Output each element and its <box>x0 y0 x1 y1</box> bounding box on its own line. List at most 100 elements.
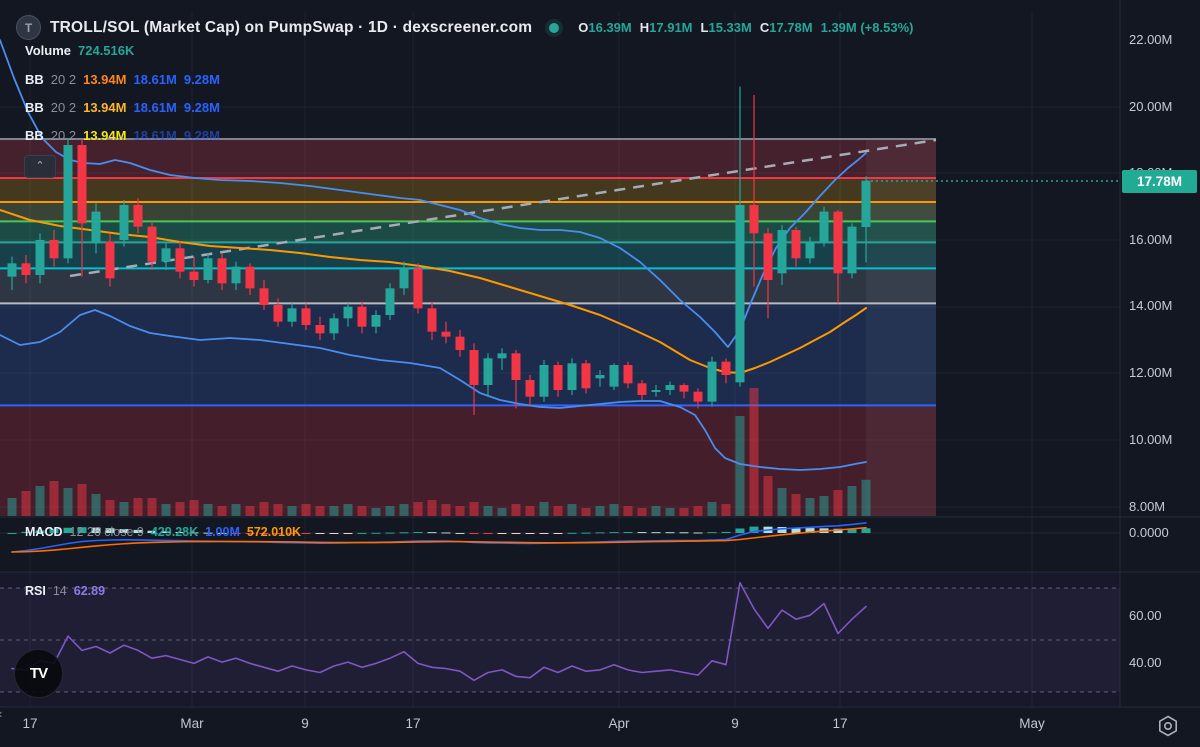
time-axis-collapse-icon[interactable]: ‹ <box>0 706 2 721</box>
macd-histogram-bar <box>623 532 633 534</box>
market-status-icon <box>549 22 560 33</box>
candle-body <box>679 384 689 392</box>
volume-bar <box>581 508 591 516</box>
chevron-up-icon: ⌃ <box>35 160 45 172</box>
macd-histogram-bar <box>721 531 731 533</box>
bb-legend-3[interactable]: BB 20 2 13.94M 18.61M 9.28M <box>25 128 220 143</box>
candle-body <box>343 306 353 319</box>
volume-bar <box>637 508 647 516</box>
macd-histogram-bar <box>833 528 843 533</box>
volume-legend[interactable]: Volume 724.516K <box>25 43 135 58</box>
sr-zone-band <box>0 177 936 202</box>
candle-body <box>637 383 647 395</box>
macd-histogram-bar <box>581 532 591 534</box>
macd-histogram-bar <box>497 533 507 534</box>
volume-bar <box>539 502 549 516</box>
volume-bar <box>595 506 605 516</box>
macd-histogram-bar <box>595 532 605 534</box>
volume-bar <box>63 488 73 516</box>
candle-body <box>385 288 395 315</box>
volume-bar <box>315 506 325 516</box>
volume-bar <box>791 494 801 516</box>
sr-zone-band <box>0 201 936 222</box>
macd-histogram-bar <box>189 532 199 534</box>
macd-histogram-bar <box>427 532 437 534</box>
candle-body <box>105 241 115 279</box>
volume-bar <box>469 502 479 516</box>
candle-body <box>413 268 423 309</box>
symbol-title[interactable]: TROLL/SOL (Market Cap) on PumpSwap · 1D … <box>50 18 533 36</box>
macd-histogram-bar <box>329 533 339 534</box>
volume-bar <box>399 504 409 516</box>
macd-histogram-bar <box>693 532 703 534</box>
macd-histogram-bar <box>371 532 381 534</box>
candle-body <box>231 266 241 284</box>
symbol-avatar: T <box>16 15 41 40</box>
volume-bar <box>329 506 339 516</box>
candle-body <box>623 364 633 384</box>
candle-body <box>469 349 479 385</box>
bb-legend-2[interactable]: BB 20 2 13.94M 18.61M 9.28M <box>25 100 220 115</box>
volume-bar <box>119 502 129 516</box>
macd-signal-line <box>11 526 867 553</box>
volume-bar <box>819 496 829 516</box>
candle-body <box>721 361 731 375</box>
volume-bar <box>35 486 45 516</box>
collapse-indicators-button[interactable]: ⌃ <box>24 155 56 178</box>
volume-bar <box>105 500 115 516</box>
candle-body <box>707 361 717 402</box>
macd-histogram-bar <box>847 528 857 533</box>
candle-body <box>651 389 661 392</box>
macd-histogram-bar <box>91 527 101 533</box>
candle-body <box>7 263 17 277</box>
volume-bar <box>371 508 381 516</box>
bb-lower-line <box>0 309 867 471</box>
macd-histogram-bar <box>749 526 759 533</box>
volume-bar <box>693 506 703 516</box>
candle-body <box>511 353 521 380</box>
macd-histogram-bar <box>147 530 157 533</box>
candle-body <box>749 204 759 234</box>
macd-histogram-bar <box>63 527 73 533</box>
candle-body <box>665 384 675 390</box>
macd-histogram-bar <box>777 526 787 533</box>
volume-bar <box>623 506 633 516</box>
candle-body <box>805 241 815 259</box>
volume-bar <box>721 504 731 516</box>
macd-histogram-bar <box>105 528 115 533</box>
bb-legend-1[interactable]: BB 20 2 13.94M 18.61M 9.28M <box>25 72 220 87</box>
macd-histogram-bar <box>511 533 521 534</box>
macd-histogram-bar <box>637 532 647 534</box>
volume-bar <box>735 416 745 516</box>
macd-histogram-bar <box>469 533 479 534</box>
candle-body <box>497 353 507 359</box>
candle-body <box>441 331 451 337</box>
macd-histogram-bar <box>231 533 241 534</box>
rsi-legend[interactable]: RSI 14 62.89 <box>25 584 106 598</box>
candle-body <box>371 314 381 327</box>
candle-body <box>77 144 87 224</box>
volume-bar <box>287 506 297 516</box>
tradingview-logo[interactable]: TV <box>14 649 63 698</box>
macd-histogram-bar <box>217 532 227 534</box>
candle-body <box>735 204 745 383</box>
macd-histogram-bar <box>651 532 661 534</box>
macd-histogram-bar <box>609 532 619 534</box>
candle-body <box>777 229 787 274</box>
candle-body <box>301 308 311 325</box>
macd-histogram-bar <box>35 530 45 533</box>
volume-bar <box>567 504 577 516</box>
macd-legend[interactable]: MACD 12 26 close 9 429.28K 1.00M 572.010K <box>25 525 302 539</box>
volume-bar <box>665 508 675 516</box>
volume-bar <box>553 506 563 516</box>
macd-histogram-bar <box>315 533 325 534</box>
macd-histogram-bar <box>679 532 689 534</box>
macd-histogram-bar <box>791 527 801 533</box>
candle-body <box>175 248 185 272</box>
volume-bar <box>847 486 857 516</box>
candle-body <box>161 248 171 262</box>
macd-histogram-bar <box>665 532 675 534</box>
volume-bar <box>413 502 423 516</box>
settings-icon[interactable] <box>1153 711 1183 741</box>
